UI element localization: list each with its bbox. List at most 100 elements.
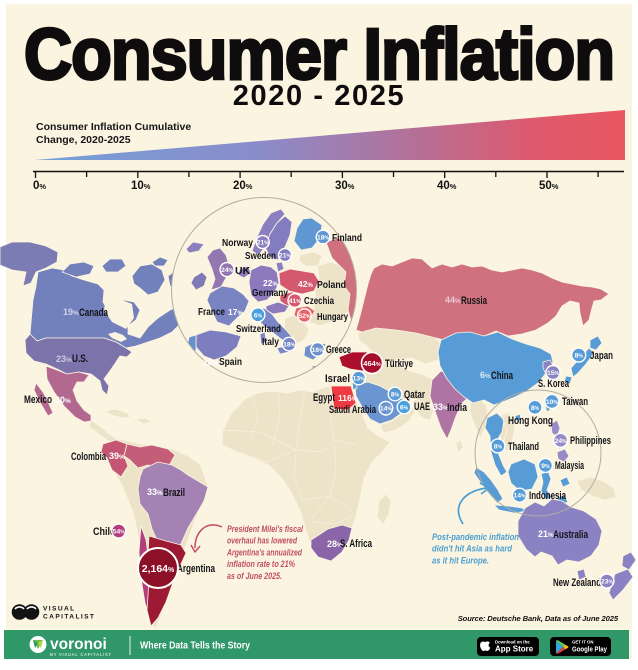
svg-text:Poland: Poland <box>317 279 346 291</box>
svg-text:44%: 44% <box>445 295 461 305</box>
svg-text:Hungary: Hungary <box>317 311 348 323</box>
svg-text:8%: 8% <box>391 392 400 399</box>
svg-text:Israel: Israel <box>325 373 350 385</box>
svg-text:President Milei's fiscal: President Milei's fiscal <box>227 524 303 535</box>
svg-text:22%: 22% <box>263 278 278 288</box>
svg-text:54%: 54% <box>113 529 126 536</box>
svg-text:Mexico: Mexico <box>24 394 52 406</box>
svg-text:33%: 33% <box>433 402 449 412</box>
svg-text:21%: 21% <box>257 239 270 246</box>
svg-text:40%: 40% <box>437 180 457 192</box>
svg-text:10%: 10% <box>131 180 151 192</box>
svg-text:6%: 6% <box>480 370 491 380</box>
svg-text:24%: 24% <box>555 438 568 445</box>
svg-text:Spain: Spain <box>219 356 242 368</box>
svg-text:GET IT ON: GET IT ON <box>572 640 594 645</box>
svg-text:10%: 10% <box>546 399 559 406</box>
svg-text:as it hit Europe.: as it hit Europe. <box>432 555 489 566</box>
svg-text:UK: UK <box>235 265 251 277</box>
svg-text:Qatar: Qatar <box>404 389 426 401</box>
svg-text:inflation rate to 21%: inflation rate to 21% <box>227 559 295 570</box>
svg-text:Hong Kong: Hong Kong <box>508 415 553 427</box>
svg-text:as of June 2025.: as of June 2025. <box>227 571 282 582</box>
svg-text:Philippines: Philippines <box>570 435 611 447</box>
svg-text:13%: 13% <box>353 376 366 383</box>
svg-text:28%: 28% <box>327 539 343 549</box>
svg-text:14%: 14% <box>513 493 526 500</box>
svg-text:Download on the: Download on the <box>495 640 530 645</box>
svg-text:9%: 9% <box>541 463 550 470</box>
svg-text:Colombia: Colombia <box>71 451 107 463</box>
svg-text:Brazil: Brazil <box>163 487 185 499</box>
svg-text:Germany: Germany <box>252 287 288 299</box>
svg-text:23%: 23% <box>601 579 614 586</box>
svg-text:19%: 19% <box>63 307 79 317</box>
svg-text:Australia: Australia <box>553 529 589 541</box>
svg-text:Norway: Norway <box>222 237 253 249</box>
svg-text:Finland: Finland <box>332 232 362 244</box>
svg-text:17%: 17% <box>228 307 243 317</box>
svg-text:2,164%: 2,164% <box>142 563 175 575</box>
svg-text:30%: 30% <box>55 395 71 405</box>
svg-text:6%: 6% <box>254 312 263 319</box>
svg-text:21%: 21% <box>538 529 554 539</box>
svg-text:Switzerland: Switzerland <box>236 323 281 335</box>
svg-text:China: China <box>491 370 514 382</box>
svg-text:New Zealand: New Zealand <box>553 577 601 589</box>
svg-text:52%: 52% <box>298 313 311 320</box>
svg-text:Google Play: Google Play <box>572 645 607 654</box>
svg-text:Egypt: Egypt <box>313 392 335 404</box>
svg-text:S. Korea: S. Korea <box>538 378 570 390</box>
svg-text:Malaysia: Malaysia <box>555 460 585 472</box>
svg-text:voronoi: voronoi <box>50 636 107 653</box>
svg-text:Indonesia: Indonesia <box>529 490 567 502</box>
svg-text:15%: 15% <box>547 370 560 377</box>
svg-text:Argentina: Argentina <box>177 563 216 575</box>
svg-text:Canada: Canada <box>79 307 109 319</box>
svg-text:Sweden: Sweden <box>245 250 276 262</box>
svg-text:14%: 14% <box>380 406 393 413</box>
svg-text:overhaul has lowered: overhaul has lowered <box>227 536 298 547</box>
svg-text:Italy: Italy <box>262 336 279 348</box>
svg-text:India: India <box>447 402 468 414</box>
svg-text:23%: 23% <box>56 354 72 364</box>
svg-text:App Store: App Store <box>495 645 534 654</box>
svg-text:20%: 20% <box>233 180 253 192</box>
svg-text:50%: 50% <box>539 180 559 192</box>
svg-text:33%: 33% <box>147 487 163 497</box>
svg-text:Czechia: Czechia <box>304 295 334 307</box>
svg-text:S. Africa: S. Africa <box>340 538 373 550</box>
svg-text:16%: 16% <box>312 347 325 354</box>
svg-text:8%: 8% <box>494 443 503 450</box>
svg-text:116%: 116% <box>338 393 358 403</box>
svg-text:Post-pandemic inflation: Post-pandemic inflation <box>432 532 519 543</box>
svg-text:Russia: Russia <box>461 295 488 307</box>
svg-text:24%: 24% <box>221 267 234 274</box>
svg-text:30%: 30% <box>335 180 355 192</box>
svg-text:BY VISUAL CAPITALIST: BY VISUAL CAPITALIST <box>50 652 112 657</box>
svg-text:CAPITALIST: CAPITALIST <box>43 614 95 621</box>
svg-text:Thailand: Thailand <box>508 441 539 453</box>
svg-text:18%: 18% <box>283 342 296 349</box>
svg-text:41%: 41% <box>289 298 302 305</box>
svg-text:8%: 8% <box>575 353 584 360</box>
svg-text:VISUAL: VISUAL <box>43 606 76 613</box>
svg-text:Saudi Arabia: Saudi Arabia <box>329 404 377 416</box>
svg-text:6%: 6% <box>400 405 409 412</box>
svg-text:464%: 464% <box>363 359 381 368</box>
svg-text:Türkiye: Türkiye <box>385 358 413 370</box>
svg-text:Chile: Chile <box>93 526 115 538</box>
svg-text:18%: 18% <box>203 357 218 367</box>
svg-text:UAE: UAE <box>414 401 430 413</box>
svg-text:France: France <box>198 306 225 318</box>
svg-text:Where Data Tells the Story: Where Data Tells the Story <box>140 641 250 652</box>
svg-text:21%: 21% <box>279 252 292 259</box>
svg-text:8%: 8% <box>531 405 540 412</box>
svg-text:18%: 18% <box>317 235 330 242</box>
svg-text:U.S.: U.S. <box>72 353 88 365</box>
svg-text:didn't hit Asia as hard: didn't hit Asia as hard <box>432 544 513 555</box>
svg-text:Japan: Japan <box>590 350 613 362</box>
svg-text:0%: 0% <box>33 180 46 192</box>
svg-text:42%: 42% <box>298 279 313 289</box>
svg-text:Greece: Greece <box>326 344 351 356</box>
